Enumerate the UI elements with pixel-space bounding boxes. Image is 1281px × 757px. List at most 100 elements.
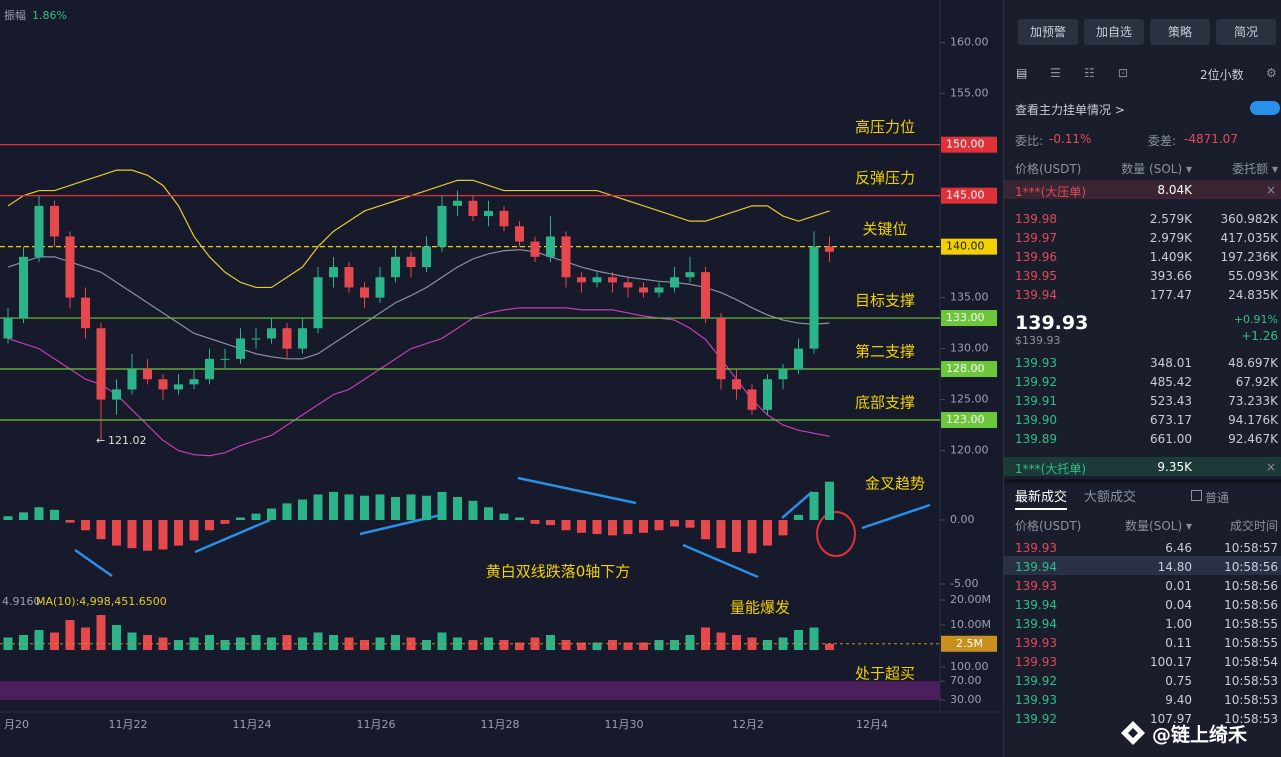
tab[interactable]: 最新成交 <box>1015 486 1068 510</box>
y-tick-label: 135.00 <box>950 291 989 304</box>
depth-link: 查看主力挂单情况 > <box>1015 103 1125 117</box>
diff-label: 委差: <box>1148 134 1177 148</box>
candle-body <box>809 246 819 349</box>
amount: 417.035K <box>1220 231 1279 245</box>
toolbar-button[interactable]: 策略 <box>1150 19 1210 45</box>
candle-body <box>685 272 695 278</box>
candle-body <box>282 328 292 349</box>
macd-bar <box>112 520 121 546</box>
level-label: 123.00 <box>946 413 985 426</box>
volume-bar <box>701 627 710 650</box>
band-line <box>7 249 830 360</box>
macd-bar <box>716 520 726 549</box>
macd-bar <box>639 520 648 533</box>
candle-body <box>205 358 214 380</box>
macd-bar <box>685 520 695 528</box>
volume-bar <box>391 635 400 650</box>
candle-body <box>732 379 741 390</box>
y-tick-label: 155.00 <box>950 87 989 100</box>
candle-body <box>763 379 772 410</box>
qty: 393.66 <box>1150 269 1192 283</box>
macd-bar <box>236 517 245 521</box>
macd-bar <box>453 497 462 521</box>
volume-bar <box>360 640 369 650</box>
toolbar-button[interactable]: 加自选 <box>1084 19 1144 45</box>
candle-body <box>158 379 168 390</box>
band-line <box>7 307 830 457</box>
volume-bar <box>763 640 772 650</box>
annotation: 处于超买 <box>855 665 915 683</box>
candle-body <box>608 277 617 283</box>
big-order-row <box>1004 180 1281 199</box>
price: 139.98 <box>1015 212 1057 226</box>
qty: 1.409K <box>1149 250 1192 264</box>
y-tick-label: 20.00M <box>950 593 991 606</box>
candle-body <box>96 328 106 400</box>
volume-bar <box>577 642 586 650</box>
macd-bar <box>437 491 447 521</box>
candle-body <box>794 348 803 370</box>
volume-bar <box>809 627 819 650</box>
macd-bar <box>577 520 586 533</box>
section-bg <box>1004 479 1281 483</box>
candle-body <box>453 200 462 206</box>
y-tick-label: 70.00 <box>950 674 982 687</box>
macd-bar <box>375 494 385 521</box>
macd-bar <box>794 514 803 521</box>
candle-body <box>174 384 183 390</box>
amplitude-label: 振幅 <box>4 8 26 22</box>
macd-bar <box>670 520 679 527</box>
candle-body <box>50 205 59 237</box>
level-note: 反弹压力 <box>855 169 915 187</box>
price: 139.94 <box>1015 288 1057 302</box>
toolbar-button[interactable]: 加预警 <box>1018 19 1078 45</box>
qty: 0.04 <box>1165 598 1192 612</box>
current-label: 2.5M <box>956 637 983 650</box>
tab[interactable]: 大额成交 <box>1084 490 1137 505</box>
macd-bar <box>189 520 199 541</box>
ratio-label: 委比: <box>1015 134 1044 148</box>
level-label: 133.00 <box>946 311 985 324</box>
rsi-band <box>0 681 940 701</box>
price: 139.94 <box>1015 598 1057 612</box>
change-pct: +0.91% <box>1233 313 1278 326</box>
macd-bar <box>654 520 664 531</box>
gear-icon: ⚙ <box>1266 66 1277 80</box>
amount: 94.176K <box>1228 413 1278 427</box>
amount: 10:58:57 <box>1224 541 1278 555</box>
volume-bar <box>112 625 121 650</box>
level-note: 第二支撑 <box>855 343 915 361</box>
arrows <box>74 476 931 579</box>
macd-bar <box>50 509 59 521</box>
y-tick-label: 160.00 <box>950 36 989 49</box>
qty: 100.17 <box>1150 655 1192 669</box>
candle-body <box>3 318 13 339</box>
big-order-qty: 8.04K <box>1157 183 1192 197</box>
candle-body <box>112 389 121 400</box>
macd-bar <box>546 520 555 526</box>
level-badge <box>941 361 997 378</box>
qty: 14.80 <box>1157 560 1192 574</box>
band-line <box>7 169 830 289</box>
x-tick-label: 12月2 <box>732 718 764 731</box>
price: 139.91 <box>1015 394 1057 408</box>
amount: 360.982K <box>1220 212 1279 226</box>
macd-bar <box>623 520 633 535</box>
macd-bar <box>313 494 323 521</box>
candle-body <box>313 277 323 329</box>
price: 139.95 <box>1015 269 1057 283</box>
col-header: 数量 (SOL) ▾ <box>1121 162 1192 176</box>
macd-bar <box>406 494 416 521</box>
toolbar-button[interactable]: 简况 <box>1216 19 1276 45</box>
decimals-select: 2位小数 <box>1200 68 1244 82</box>
candle-body <box>701 272 710 319</box>
macd-bar <box>143 520 152 551</box>
volume-bar <box>685 635 695 650</box>
macd-bar <box>530 520 540 524</box>
candle-body <box>329 267 338 278</box>
candle-body <box>623 282 633 288</box>
logo <box>1118 718 1148 748</box>
macd-bar <box>329 491 338 521</box>
amplitude: 1.86% <box>32 9 67 22</box>
volume-bar <box>778 637 788 650</box>
